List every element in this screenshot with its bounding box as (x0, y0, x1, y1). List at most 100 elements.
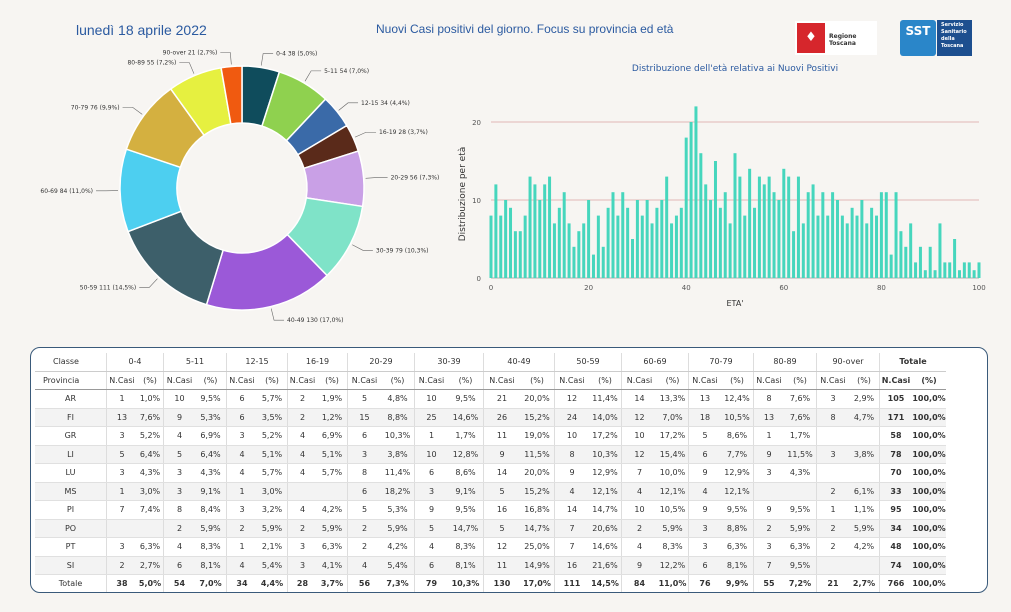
hist-bar (957, 270, 961, 278)
ncasi-cell: 7 (554, 537, 589, 557)
hist-bar (621, 192, 625, 278)
hist-bar (606, 207, 610, 278)
ncasi-cell: 3 (226, 500, 257, 520)
ncasi-cell: 6 (688, 445, 721, 464)
hist-bar (533, 184, 537, 278)
hist-bar (650, 223, 654, 278)
col-pct: (%) (657, 371, 689, 390)
hist-bar (850, 207, 854, 278)
ncasi-cell: 3 (106, 537, 137, 557)
pct-cell: 7,0% (195, 574, 227, 592)
hist-bar (665, 176, 669, 278)
ncasi-cell: 8 (816, 408, 849, 427)
pct-cell: 3,7% (317, 574, 348, 592)
group-header-0-4: 0-4 (106, 353, 164, 372)
pct-cell: 8,1% (195, 556, 227, 575)
hist-xtick: 0 (489, 284, 493, 292)
ncasi-cell: 14 (554, 500, 589, 520)
ncasi-cell: 2 (816, 519, 849, 538)
pct-cell: 100,0% (912, 426, 946, 446)
ncasi-cell: 9 (483, 445, 520, 464)
ncasi-cell: 9 (753, 500, 784, 520)
group-header-12-15: 12-15 (226, 353, 288, 372)
hist-bar (601, 246, 605, 278)
donut-label-80-89: 80-89 55 (7,2%) (127, 60, 176, 67)
ncasi-cell: 7 (621, 463, 657, 483)
cases-table-panel: Classe 0-4 5-11 12-15 16-19 20-29 30-39 40-49 5… (30, 347, 988, 593)
ncasi-cell: 16 (483, 500, 520, 520)
ncasi-cell: 9 (414, 500, 448, 520)
ncasi-cell: 4 (226, 556, 257, 575)
col-ncasi: N.Casi (483, 371, 520, 390)
pct-cell: 9,5% (448, 500, 484, 520)
pct-cell: 20,0% (520, 463, 555, 483)
col-pct: (%) (784, 371, 817, 390)
table-row: SI 2 2,7% 6 8,1% 4 5,4% 3 4,1% 4 5,4% 6 8,1% 11 14,9% 1… (35, 556, 946, 575)
pct-cell: 14,6% (589, 537, 622, 557)
pct-cell: 100,0% (912, 445, 946, 464)
pct-cell: 10,0% (657, 463, 689, 483)
ncasi-cell: 26 (483, 408, 520, 427)
pct-cell: 9,5% (721, 500, 754, 520)
pct-cell: 14,9% (520, 556, 555, 575)
group-header-5-11: 5-11 (163, 353, 227, 372)
pct-cell: 1,0% (137, 389, 164, 409)
pct-cell: 6,3% (784, 537, 817, 557)
ncasi-cell: 74 (879, 556, 912, 575)
pct-cell: 5,1% (317, 445, 348, 464)
pct-cell: 100,0% (912, 556, 946, 575)
ncasi-cell: 4 (163, 537, 195, 557)
ncasi-cell: 105 (879, 389, 912, 409)
ncasi-cell: 33 (879, 482, 912, 501)
hist-bar (962, 262, 966, 278)
ncasi-cell: 7 (106, 500, 137, 520)
pct-cell: 8,1% (721, 556, 754, 575)
pct-cell: 7,7% (721, 445, 754, 464)
hist-bar (831, 192, 835, 278)
pct-cell (784, 482, 817, 501)
pct-cell: 6,4% (137, 445, 164, 464)
pct-cell: 14,0% (589, 408, 622, 427)
col-pct: (%) (520, 371, 555, 390)
ncasi-cell: 10 (621, 500, 657, 520)
pct-cell: 14,6% (448, 408, 484, 427)
pct-cell: 10,3% (589, 445, 622, 464)
pct-cell: 6,4% (195, 445, 227, 464)
pct-cell: 15,2% (520, 408, 555, 427)
ncasi-cell: 6 (226, 408, 257, 427)
hist-bar (591, 254, 595, 278)
hist-bar (796, 176, 800, 278)
pct-cell: 14,7% (520, 519, 555, 538)
province-cell: GR (35, 426, 107, 446)
pct-cell: 12,1% (657, 482, 689, 501)
pct-cell: 7,6% (784, 389, 817, 409)
ncasi-cell: 84 (621, 574, 657, 592)
ncasi-cell: 14 (483, 463, 520, 483)
col-ncasi: N.Casi (879, 371, 912, 390)
hist-bar (792, 231, 796, 278)
hist-xtick: 60 (779, 284, 788, 292)
pct-cell: 5,9% (195, 519, 227, 538)
donut-slice-90-over (220, 65, 243, 125)
pct-cell: 100,0% (912, 519, 946, 538)
col-ncasi: N.Casi (414, 371, 448, 390)
ncasi-cell: 4 (414, 537, 448, 557)
ncasi-cell: 3 (106, 463, 137, 483)
pct-cell: 9,1% (195, 482, 227, 501)
pct-cell: 12,1% (589, 482, 622, 501)
ncasi-cell: 24 (554, 408, 589, 427)
pct-cell: 7,0% (657, 408, 689, 427)
ncasi-cell (753, 482, 784, 501)
col-pct: (%) (589, 371, 622, 390)
hist-xtick: 40 (682, 284, 691, 292)
group-header-90-over: 90-over (816, 353, 880, 372)
ncasi-cell: 1 (753, 426, 784, 446)
ncasi-cell: 13 (106, 408, 137, 427)
ncasi-cell: 11 (483, 426, 520, 446)
pct-cell: 3,2% (257, 500, 288, 520)
ncasi-cell: 4 (287, 463, 317, 483)
ncasi-cell: 171 (879, 408, 912, 427)
donut-label-90-over: 90-over 21 (2,7%) (163, 50, 218, 57)
report-date: lunedì 18 aprile 2022 (76, 22, 207, 38)
pct-cell: 2,7% (849, 574, 880, 592)
